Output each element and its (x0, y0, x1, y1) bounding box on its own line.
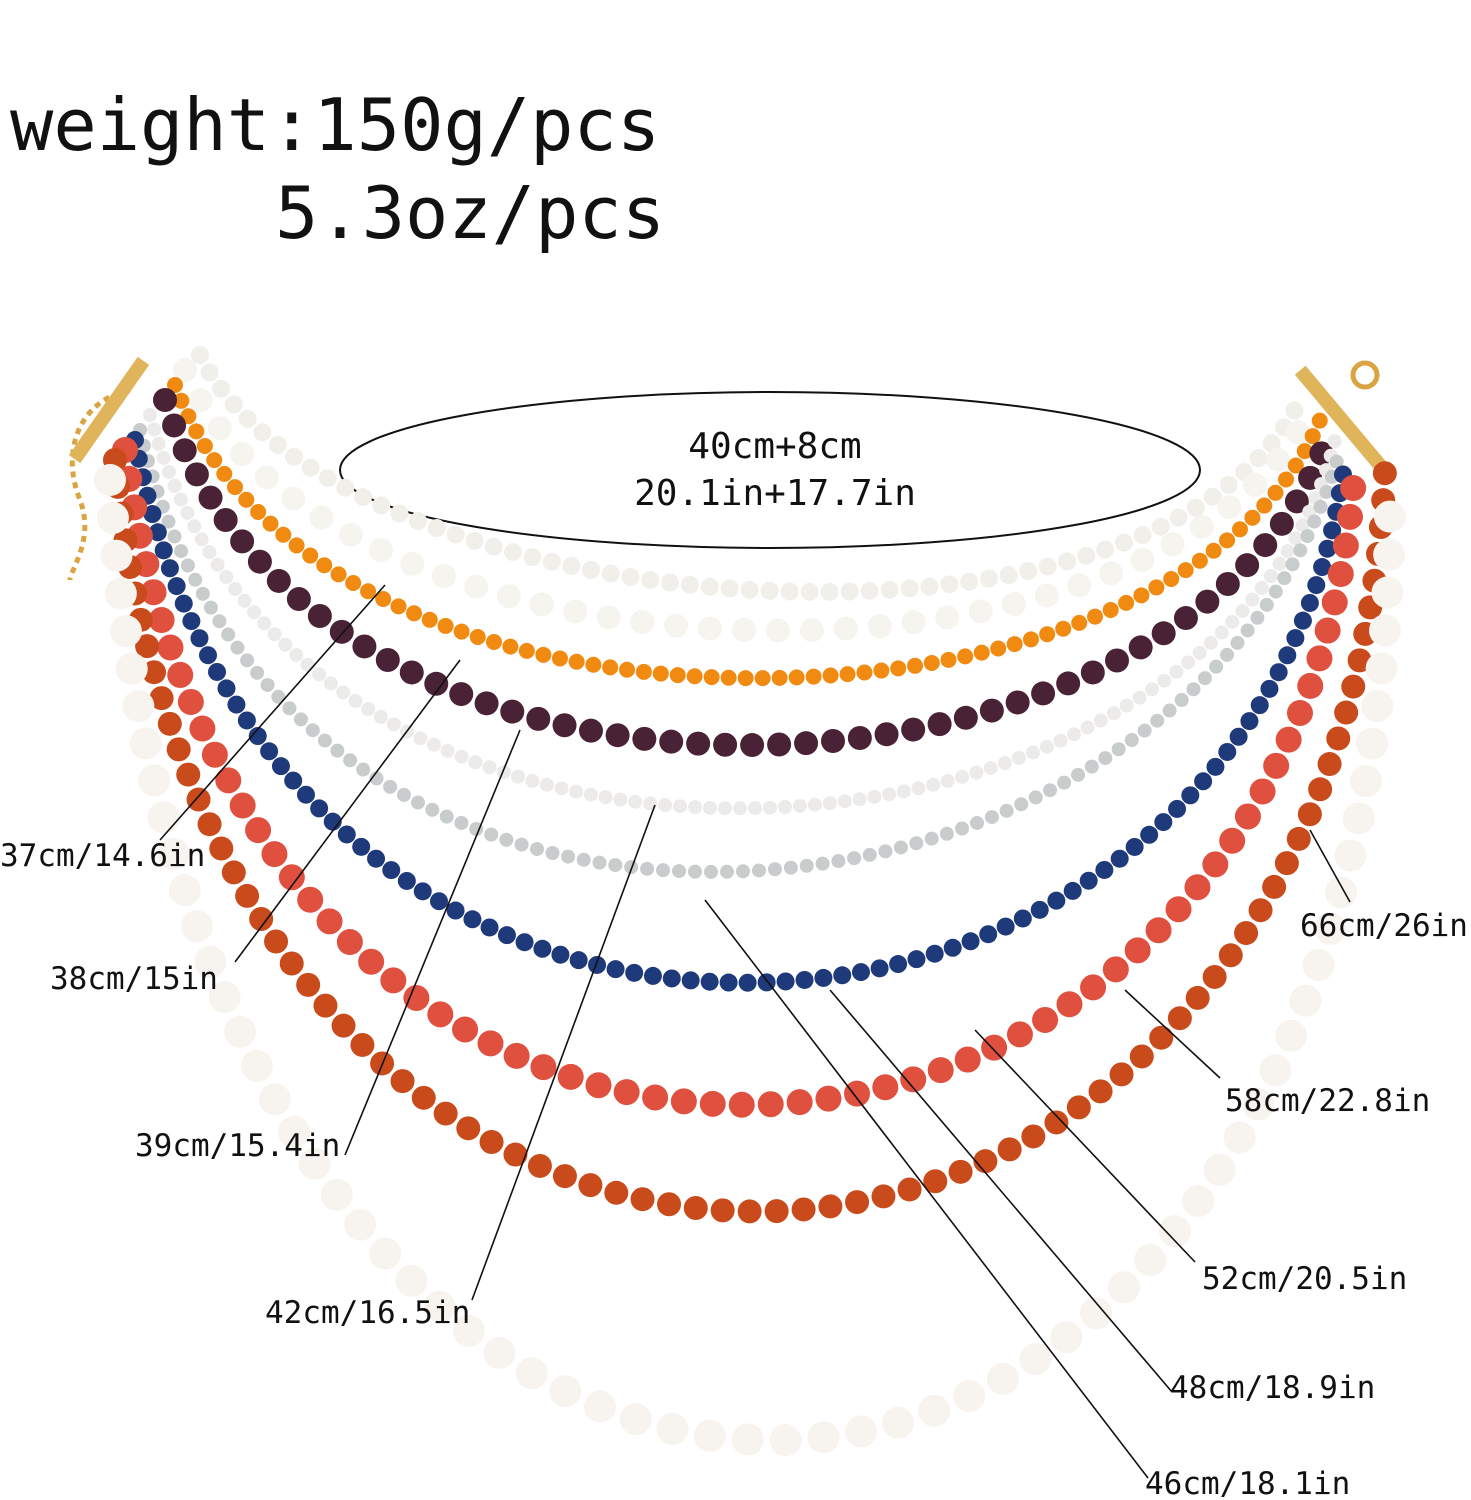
lobster-clasp (1350, 360, 1380, 390)
strand-pearl-rice (173, 358, 1322, 643)
strand-red (112, 437, 1368, 1118)
leader-line (974, 1029, 1196, 1263)
weight-ounces: 5.3oz/pcs (275, 171, 665, 255)
leader-line (829, 989, 1173, 1393)
leader-line (704, 899, 1149, 1479)
length-label: 48cm/18.9in (1170, 1370, 1375, 1406)
weight-grams: weight:150g/pcs (10, 83, 660, 167)
length-label: 66cm/26in (1300, 908, 1468, 944)
strand-grey-black (133, 423, 1347, 879)
length-label: 58cm/22.8in (1225, 1083, 1430, 1119)
leaders (159, 584, 1351, 1479)
leader-line (1124, 989, 1221, 1079)
strand-rust (103, 448, 1397, 1224)
strand-orange (167, 377, 1328, 687)
strand-blue (126, 431, 1354, 992)
length-ellipse (339, 391, 1201, 549)
length-label: 37cm/14.6in (0, 838, 205, 874)
clasp-left (68, 356, 150, 464)
length-label: 38cm/15in (50, 961, 218, 997)
length-label: 42cm/16.5in (265, 1295, 470, 1331)
length-cm: 40cm+8cm (688, 426, 861, 467)
leader-line (234, 659, 461, 963)
length-label: 46cm/18.1in (1145, 1466, 1350, 1500)
length-in: 20.1in+17.7in (634, 473, 916, 514)
leader-line (344, 729, 521, 1156)
length-label: 52cm/20.5in (1202, 1261, 1407, 1297)
necklace (67, 346, 1407, 1456)
leader-line (1309, 829, 1351, 903)
leader-line (471, 804, 656, 1301)
leader-line (159, 584, 386, 841)
clasp-right (1294, 365, 1390, 475)
strand-pearl-small (191, 346, 1309, 601)
strand-white-small (143, 408, 1342, 816)
strand-teardrop (94, 464, 1407, 1456)
strand-purple (153, 388, 1342, 757)
length-label: 39cm/15.4in (135, 1128, 340, 1164)
extender-chain (67, 387, 131, 581)
